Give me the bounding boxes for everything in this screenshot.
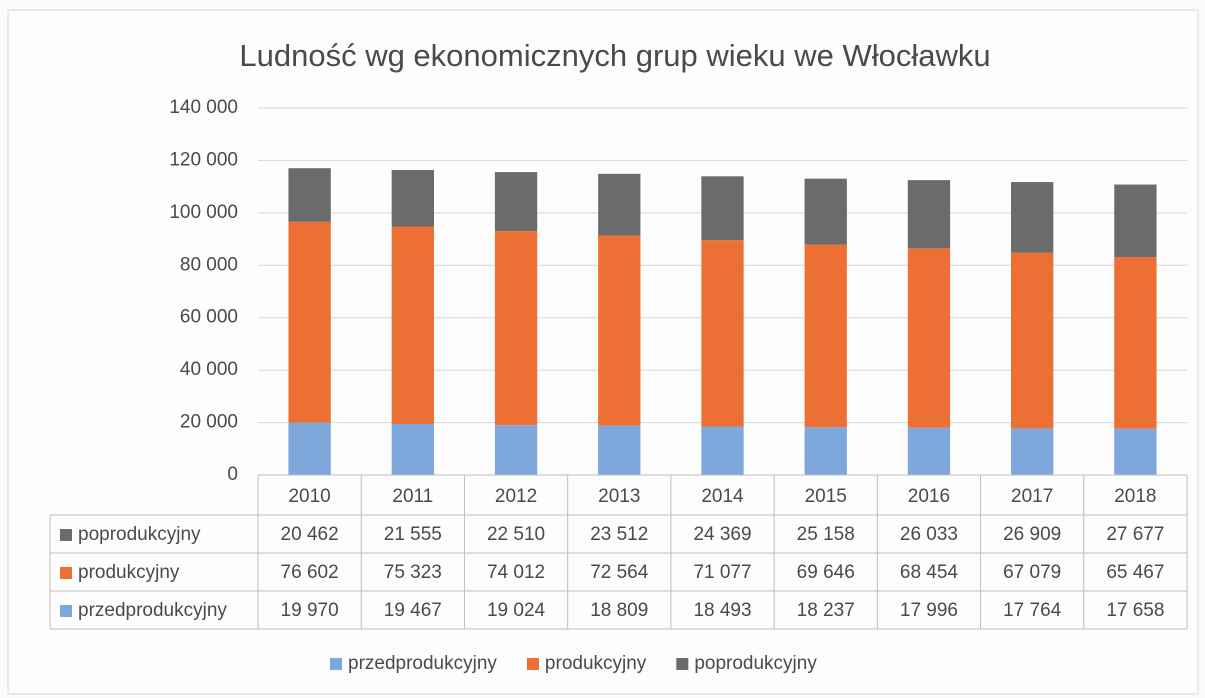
- bar-segment: [804, 178, 847, 245]
- table-cell: 26 909: [1003, 524, 1061, 545]
- bar-segment: [1011, 428, 1054, 475]
- y-tick-label: 100 000: [169, 202, 238, 223]
- legend-key: [526, 658, 539, 670]
- bar-segment: [804, 244, 847, 428]
- bar-segment: [391, 170, 434, 227]
- bar-segment: [494, 172, 538, 232]
- table-row-label: produkcyjny: [78, 562, 180, 583]
- x-tick-label: 2014: [701, 486, 744, 507]
- y-tick-label: 60 000: [180, 307, 238, 328]
- table-cell: 26 033: [900, 524, 958, 545]
- bar-segment: [804, 427, 847, 475]
- x-tick-label: 2018: [1114, 486, 1156, 507]
- table-cell: 21 555: [384, 524, 442, 545]
- table-cell: 19 024: [487, 600, 546, 621]
- bar-segment: [288, 422, 331, 475]
- x-tick-label: 2017: [1011, 486, 1053, 507]
- bar-segment: [1114, 428, 1157, 475]
- table-legend-key: [60, 605, 72, 617]
- table-cell: 20 462: [281, 524, 339, 545]
- table-cell: 18 237: [797, 600, 855, 621]
- table-cell: 72 564: [590, 562, 649, 583]
- bar-segment: [494, 425, 538, 475]
- table-legend-key: [60, 567, 72, 579]
- bar-segment: [598, 173, 641, 236]
- chart-title: Ludność wg ekonomicznych grup wieku we W…: [239, 38, 990, 73]
- bar-segment: [701, 240, 744, 427]
- y-tick-label: 120 000: [169, 149, 238, 170]
- bar-segment: [907, 427, 951, 475]
- table-cell: 76 602: [281, 562, 339, 583]
- table-row-label: poprodukcyjny: [78, 524, 201, 545]
- bar-segment: [907, 248, 951, 428]
- table-cell: 25 158: [797, 524, 855, 545]
- y-tick-label: 20 000: [180, 412, 238, 433]
- legend-key: [676, 658, 689, 670]
- table-cell: 67 079: [1003, 562, 1061, 583]
- bar-segment: [1011, 182, 1054, 253]
- table-cell: 19 970: [281, 600, 339, 621]
- y-tick-label: 40 000: [180, 359, 238, 380]
- bar-segment: [288, 168, 331, 222]
- legend-label: poprodukcyjny: [694, 653, 817, 674]
- table-cell: 18 493: [693, 600, 751, 621]
- table-cell: 19 467: [384, 600, 442, 621]
- table-cell: 74 012: [487, 562, 545, 583]
- legend-key: [330, 658, 342, 670]
- bar-segment: [288, 221, 331, 423]
- legend-label: produkcyjny: [545, 653, 647, 674]
- y-tick-label: 140 000: [169, 97, 238, 118]
- table-row-label: przedprodukcyjny: [78, 600, 227, 621]
- bar-segment: [494, 231, 538, 426]
- legend-label: przedprodukcyjny: [348, 653, 497, 674]
- bar-segment: [907, 180, 951, 249]
- table-cell: 69 646: [797, 562, 855, 583]
- bar-segment: [1011, 252, 1054, 429]
- table-cell: 17 996: [900, 600, 958, 621]
- table-cell: 71 077: [693, 562, 751, 583]
- table-cell: 27 677: [1106, 524, 1164, 545]
- bar-segment: [391, 226, 434, 424]
- table-cell: 65 467: [1106, 562, 1164, 583]
- x-tick-label: 2013: [598, 486, 640, 507]
- table-cell: 75 323: [384, 562, 442, 583]
- y-tick-label: 0: [227, 464, 238, 485]
- bar-segment: [1114, 184, 1157, 258]
- table-cell: 22 510: [487, 524, 545, 545]
- table-cell: 17 764: [1003, 600, 1062, 621]
- table-cell: 18 809: [590, 600, 648, 621]
- x-tick-label: 2016: [908, 486, 950, 507]
- bar-segment: [598, 235, 641, 426]
- bar-segment: [391, 423, 434, 475]
- table-cell: 23 512: [590, 524, 648, 545]
- table-cell: 68 454: [900, 562, 959, 583]
- bar-segment: [598, 425, 641, 475]
- table-cell: 24 369: [693, 524, 751, 545]
- table-cell: 17 658: [1106, 600, 1164, 621]
- y-tick-label: 80 000: [180, 254, 238, 275]
- bar-segment: [1114, 257, 1157, 429]
- x-tick-label: 2010: [288, 486, 330, 507]
- table-legend-key: [60, 529, 72, 541]
- x-tick-label: 2011: [392, 486, 433, 507]
- bar-segment: [701, 426, 744, 475]
- x-tick-label: 2012: [495, 486, 537, 507]
- x-tick-label: 2015: [805, 486, 847, 507]
- bar-segment: [701, 176, 744, 241]
